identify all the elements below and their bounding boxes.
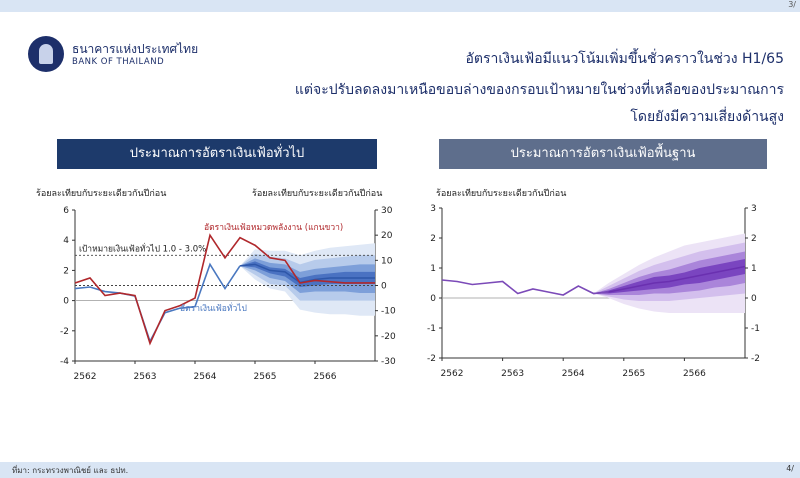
series-line-1	[74, 262, 241, 344]
left-tick-label: 2	[430, 234, 436, 244]
slide-title-line-2: แต่จะปรับลดลงมาเหนือขอบล่างของกรอบเป้าหม…	[294, 82, 784, 98]
right-tick-label: 0	[751, 294, 757, 304]
headline-right-axis-label: ร้อยละเทียบกับระยะเดียวกันปีก่อน	[252, 189, 383, 199]
right-tick-label: -20	[381, 332, 396, 342]
left-tick-label: 4	[63, 236, 69, 246]
series-line-1	[441, 279, 609, 296]
x-tick-label: 2565	[254, 372, 277, 382]
left-tick-label: 6	[63, 206, 69, 216]
right-tick-label: 3	[751, 204, 757, 214]
fan-band-3	[240, 258, 375, 294]
right-tick-label: -1	[751, 324, 760, 334]
fan-band-4	[593, 259, 745, 294]
x-tick-label: 2566	[683, 369, 706, 379]
bank-seal-icon	[28, 36, 64, 72]
x-tick-label: 2562	[74, 372, 97, 382]
left-tick-label: 2	[63, 266, 69, 276]
left-tick-label: -1	[427, 324, 436, 334]
source-note: ที่มา: กระทรวงพาณิชย์ และ ธปท.	[12, 466, 129, 475]
bank-name-english: BANK OF THAILAND	[72, 57, 165, 67]
energy-series-label: อัตราเงินเฟ้อหมวดพลังงาน (แกนขวา)	[204, 222, 343, 233]
left-tick-label: -2	[60, 327, 69, 337]
slide-title-line-3: โดยยังมีความเสี่ยงด้านสูง	[630, 109, 784, 125]
top-page-number: 3/	[788, 0, 796, 9]
right-tick-label: 30	[381, 206, 393, 216]
left-tick-label: 1	[430, 264, 436, 274]
fan-center-line	[593, 265, 746, 295]
x-tick-label: 2563	[501, 369, 524, 379]
x-tick-label: 2564	[194, 372, 217, 382]
headline-series-label: อัตราเงินเฟ้อทั่วไป	[180, 302, 247, 314]
left-tick-label: -2	[427, 354, 436, 364]
footer-bar: ที่มา: กระทรวงพาณิชย์ และ ธปท. 4/	[0, 462, 800, 478]
target-band-label: เป้าหมายเงินเฟ้อทั่วไป 1.0 - 3.0%	[79, 242, 206, 254]
right-tick-label: 2	[751, 234, 757, 244]
series-line-2	[74, 233, 375, 346]
fan-band-4	[240, 261, 375, 288]
left-tick-label: 0	[63, 297, 69, 307]
right-tick-label: -30	[381, 357, 396, 367]
right-tick-label: -2	[751, 354, 760, 364]
left-tick-label: 3	[430, 204, 436, 214]
core-chart-title: ประมาณการอัตราเงินเฟ้อพื้นฐาน	[439, 139, 767, 169]
core-left-axis-label: ร้อยละเทียบกับระยะเดียวกันปีก่อน	[436, 189, 567, 199]
x-tick-label: 2565	[622, 369, 645, 379]
slide-title-line-1: อัตราเงินเฟ้อมีแนวโน้มเพิ่มขึ้นชั่วคราวใ…	[465, 51, 784, 67]
left-tick-label: -4	[60, 357, 69, 367]
x-tick-label: 2562	[441, 369, 464, 379]
x-tick-label: 2563	[134, 372, 157, 382]
headline-chart-title: ประมาณการอัตราเงินเฟ้อทั่วไป	[57, 139, 377, 169]
right-tick-label: 10	[381, 256, 393, 266]
right-tick-label: -10	[381, 307, 396, 317]
left-tick-label: 0	[430, 294, 436, 304]
core-inflation-chart: -2 -1 0 1 2 3 -2 -1 0 1 2 3 2562 2563 2564 2565 2566	[427, 204, 760, 379]
headline-left-axis-label: ร้อยละเทียบกับระยะเดียวกันปีก่อน	[36, 189, 167, 199]
page-number: 4/	[786, 464, 794, 473]
right-tick-label: 0	[381, 282, 387, 292]
bank-name-thai: ธนาคารแห่งประเทศไทย	[72, 42, 199, 56]
right-tick-label: 1	[751, 264, 757, 274]
top-bar: 3/	[0, 0, 800, 12]
x-tick-label: 2564	[562, 369, 585, 379]
x-tick-label: 2566	[314, 372, 337, 382]
right-tick-label: 20	[381, 231, 393, 241]
